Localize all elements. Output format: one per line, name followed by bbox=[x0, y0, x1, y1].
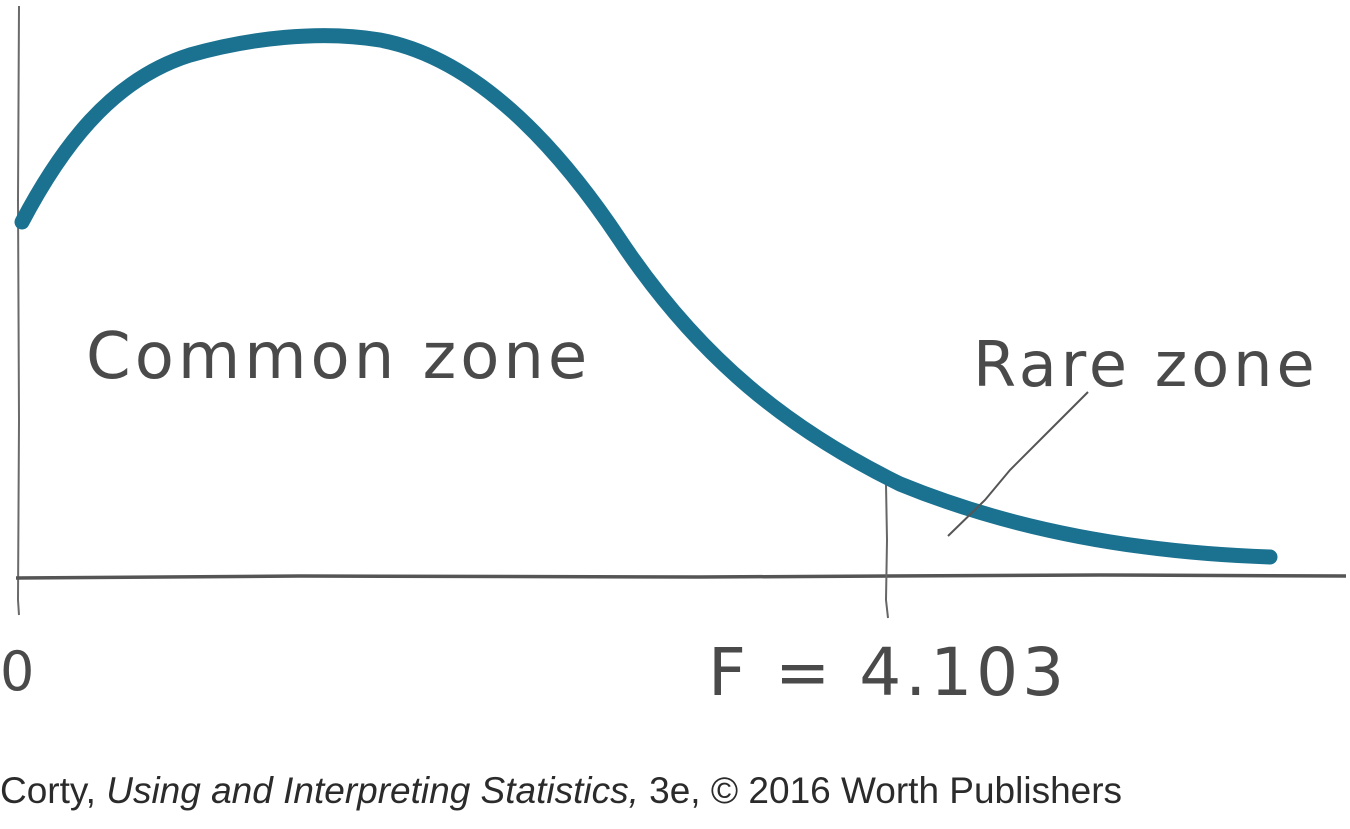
caption-copyright: © 2016 Worth Publishers bbox=[710, 770, 1123, 811]
rare-zone-pointer bbox=[947, 391, 1089, 537]
rare-zone-label: Rare zone bbox=[973, 328, 1319, 401]
figure-caption: Corty, Using and Interpreting Statistics… bbox=[0, 770, 1350, 829]
caption-author: Corty, bbox=[0, 770, 96, 811]
origin-label: 0 bbox=[0, 640, 38, 703]
critical-value-line bbox=[884, 483, 889, 619]
x-axis bbox=[15, 573, 1347, 580]
caption-title: Using and Interpreting Statistics, bbox=[106, 770, 639, 811]
caption-edition: 3e, bbox=[649, 770, 701, 811]
y-axis bbox=[16, 5, 21, 616]
common-zone-label: Common zone bbox=[86, 320, 591, 394]
f-distribution-curve bbox=[14, 28, 1278, 565]
critical-value-label: F = 4.103 bbox=[708, 634, 1068, 711]
